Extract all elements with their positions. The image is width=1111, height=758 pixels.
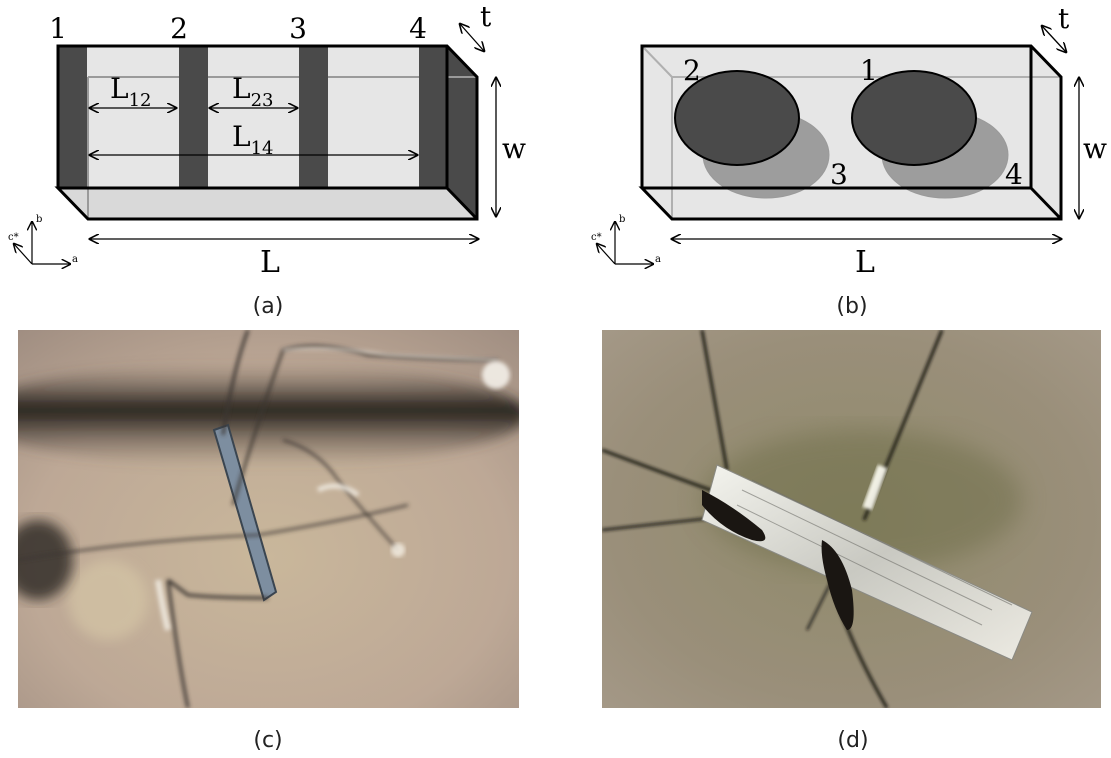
contact-label-4: 4 bbox=[1005, 158, 1023, 191]
width-label: w bbox=[1083, 132, 1107, 165]
svg-text:b: b bbox=[36, 214, 42, 225]
thickness-label: t bbox=[1058, 2, 1070, 35]
panel-b-diagram: 2 1 3 4 t w L a b c* bbox=[580, 0, 1111, 290]
contact-label-1: 1 bbox=[49, 12, 67, 45]
contact-label-4: 4 bbox=[409, 12, 427, 45]
svg-text:a: a bbox=[72, 254, 78, 265]
length-label: L bbox=[855, 245, 875, 280]
contact-label-3: 3 bbox=[830, 158, 848, 191]
contact-label-2: 2 bbox=[170, 12, 188, 45]
bar-front-face bbox=[58, 46, 447, 188]
caption-b: (b) bbox=[822, 294, 882, 319]
axes-triad: a b c* bbox=[591, 214, 661, 265]
contact-label-1: 1 bbox=[860, 54, 878, 87]
contact-1 bbox=[58, 46, 87, 188]
panel-a-diagram: 1 2 3 4 L12 L23 L14 t w L a b c* bbox=[0, 0, 540, 290]
contact-label-2: 2 bbox=[683, 54, 701, 87]
thickness-label: t bbox=[480, 0, 492, 33]
contact-4 bbox=[419, 46, 448, 188]
svg-text:c*: c* bbox=[591, 232, 602, 243]
bar-bottom-face bbox=[58, 188, 477, 219]
width-label: w bbox=[502, 132, 526, 165]
svg-text:b: b bbox=[619, 214, 625, 225]
svg-text:c*: c* bbox=[8, 232, 19, 243]
contact-2 bbox=[179, 46, 208, 188]
caption-a: (a) bbox=[238, 294, 298, 319]
contact-3 bbox=[299, 46, 328, 188]
contact-label-3: 3 bbox=[289, 12, 307, 45]
axes-triad: a b c* bbox=[8, 214, 78, 265]
length-label: L bbox=[260, 245, 280, 280]
caption-c: (c) bbox=[238, 728, 298, 753]
caption-d: (d) bbox=[823, 728, 883, 753]
svg-text:a: a bbox=[655, 254, 661, 265]
photo-d bbox=[602, 330, 1101, 708]
photo-c bbox=[18, 330, 519, 708]
